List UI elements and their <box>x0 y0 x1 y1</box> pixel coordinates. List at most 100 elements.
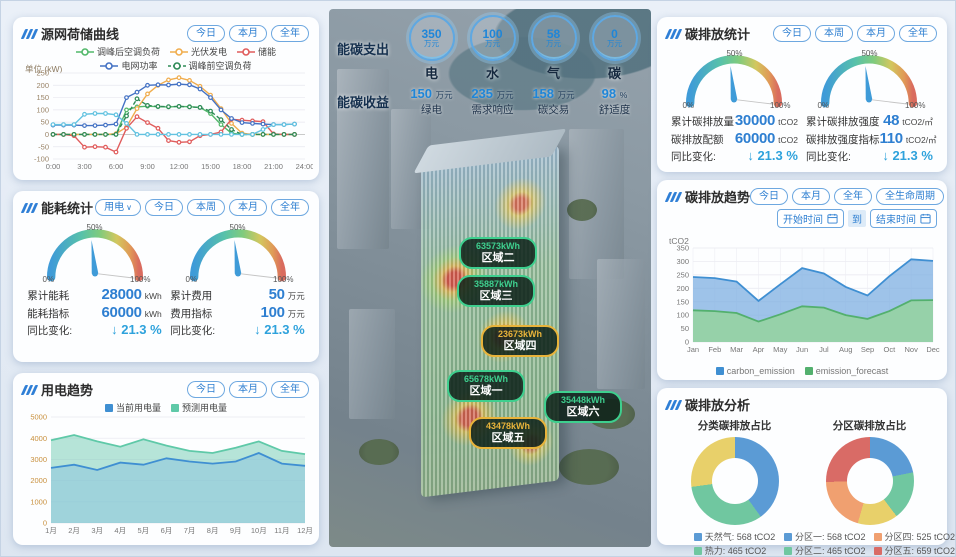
filter-button[interactable]: 本月 <box>229 199 267 216</box>
filter-button[interactable]: 本月 <box>229 25 267 42</box>
stat-value: 60000 <box>734 130 776 147</box>
expense-circle: 0 万元 <box>591 15 638 61</box>
series-marker-icon <box>75 47 94 56</box>
filter-button[interactable]: 本周 <box>187 199 225 216</box>
region-name: 区域二 <box>481 252 515 264</box>
expense-name: 碳 <box>607 66 621 81</box>
expense-value: 0 <box>611 26 618 41</box>
filter-button[interactable]: 全年 <box>271 199 309 216</box>
svg-text:2000: 2000 <box>30 476 47 485</box>
power-trend-chart: 0 1000 2000 3000 4000 5000 1月 2月 3月 4月 5月 6月 7月 8月 9月 1… <box>17 411 315 539</box>
svg-text:200: 200 <box>36 81 49 90</box>
expense-circle: 58 万元 <box>530 15 577 61</box>
gauge: 0% 50% 100% <box>678 45 790 111</box>
svg-text:4000: 4000 <box>30 434 47 443</box>
income-value: 150 万元 <box>410 86 453 101</box>
panel-title: 源网荷储曲线 <box>20 24 119 43</box>
filter-button[interactable]: 全年 <box>899 25 937 42</box>
gauge-tick: 100% <box>905 101 926 110</box>
svg-text:Oct: Oct <box>884 345 897 354</box>
svg-text:150: 150 <box>676 297 689 306</box>
income-item: 158 万元 碳交易 <box>523 86 584 117</box>
legend-label: 调峰后空调负荷 <box>96 47 160 57</box>
income-name: 碳交易 <box>537 104 570 116</box>
filter-button[interactable]: 本月 <box>229 381 267 398</box>
svg-text:3:00: 3:00 <box>77 162 92 171</box>
svg-text:150: 150 <box>36 93 49 102</box>
legend-item: 调峰前空调负荷 <box>167 59 252 72</box>
income-item: 150 万元 绿电 <box>401 86 462 117</box>
stat-unit: kWh <box>144 291 162 301</box>
filter-button[interactable]: 全年 <box>834 188 873 205</box>
svg-text:3000: 3000 <box>30 455 47 464</box>
income-unit: 万元 <box>435 90 453 100</box>
region-value: 65678kWh <box>463 374 509 384</box>
income-value: 98 % <box>601 86 628 101</box>
arrow-down-icon: ↓ <box>254 322 265 337</box>
filter-button[interactable]: 本月 <box>857 25 895 42</box>
region-name: 区域三 <box>479 290 513 302</box>
filter-button[interactable]: 全生命周期 <box>876 188 945 205</box>
stat-label: 碳排放强度指标 <box>806 134 880 146</box>
filter-button[interactable]: 今日 <box>773 25 811 42</box>
region-name: 区域五 <box>491 432 525 444</box>
gauge-tick: 100% <box>273 275 294 284</box>
legend-label: 天然气: 568 tCO2 <box>704 532 776 542</box>
yoy-value: 21.3 % <box>757 148 798 163</box>
filter-button[interactable]: 今日 <box>187 25 225 42</box>
filter-button[interactable]: 本月 <box>792 188 831 205</box>
expense-name: 电 <box>424 66 438 81</box>
gauge-tick: 100% <box>770 101 791 110</box>
yoy-value: 21.3 % <box>264 322 305 337</box>
energy-type-dropdown[interactable]: 用电 ∨ <box>95 199 141 216</box>
series-marker-icon <box>169 47 188 56</box>
gauge-block: 0% 50% 100% 累计能耗 28000 kWh 能耗指标 60000 kWh 同比变化: ↓ … <box>27 219 161 338</box>
panel-title-icon <box>20 384 39 395</box>
legend-item: carbon_emission <box>715 366 795 376</box>
expense-value: 58 <box>546 26 561 41</box>
stat-row: 累计能耗 28000 kWh <box>27 286 161 303</box>
stat-value: 30000 <box>734 112 776 129</box>
end-date-picker[interactable]: 结束时间 <box>870 209 937 228</box>
y-axis-unit-label: 单位 (kW) <box>25 64 63 74</box>
svg-text:Mar: Mar <box>730 345 743 354</box>
stat-value: 28000 <box>101 286 142 303</box>
panel-title: 用电趋势 <box>20 380 93 399</box>
stat-unit: tCO2/㎡ <box>902 117 933 127</box>
panel-title-icon <box>20 28 39 39</box>
gauge: 0% 50% 100% <box>182 219 294 285</box>
svg-text:Sep: Sep <box>861 345 874 354</box>
legend-label: 分区二: 465 tCO2 <box>794 546 866 556</box>
filter-button[interactable]: 本周 <box>815 25 853 42</box>
legend-label: 光伏发电 <box>190 47 227 57</box>
filter-button[interactable]: 今日 <box>145 199 183 216</box>
donut-title: 分区碳排放占比 <box>832 420 907 432</box>
panel-title: 能耗统计 <box>20 198 93 217</box>
stat-label: 累计碳排放量 <box>671 116 735 128</box>
gauge-tick: 50% <box>86 223 103 232</box>
filter-button[interactable]: 全年 <box>271 25 309 42</box>
series-marker-icon <box>783 532 792 541</box>
legend-label: 分区四: 525 tCO2 <box>884 532 956 542</box>
svg-text:0:00: 0:00 <box>46 162 61 171</box>
panel-title-icon <box>20 202 39 213</box>
legend-label: 当前用电量 <box>115 403 161 413</box>
expense-unit: 万元 <box>546 38 561 48</box>
series-marker-icon <box>783 546 792 555</box>
series-marker-icon <box>873 532 882 541</box>
filter-button[interactable]: 全年 <box>271 381 309 398</box>
svg-text:50: 50 <box>41 118 49 127</box>
stat-row: 累计费用 50 万元 <box>170 286 304 303</box>
svg-text:Aug: Aug <box>839 345 852 354</box>
income-unit: % <box>619 90 628 100</box>
start-date-picker[interactable]: 开始时间 <box>777 209 844 228</box>
filter-button[interactable]: 今日 <box>187 381 225 398</box>
stat-row: 能耗指标 60000 kWh <box>27 304 161 321</box>
arrow-down-icon: ↓ <box>747 148 758 163</box>
svg-text:8月: 8月 <box>207 526 219 535</box>
expense-circle: 350 万元 <box>408 15 455 61</box>
legend-item: 调峰后空调负荷 <box>75 45 160 58</box>
filter-button[interactable]: 今日 <box>750 188 789 205</box>
